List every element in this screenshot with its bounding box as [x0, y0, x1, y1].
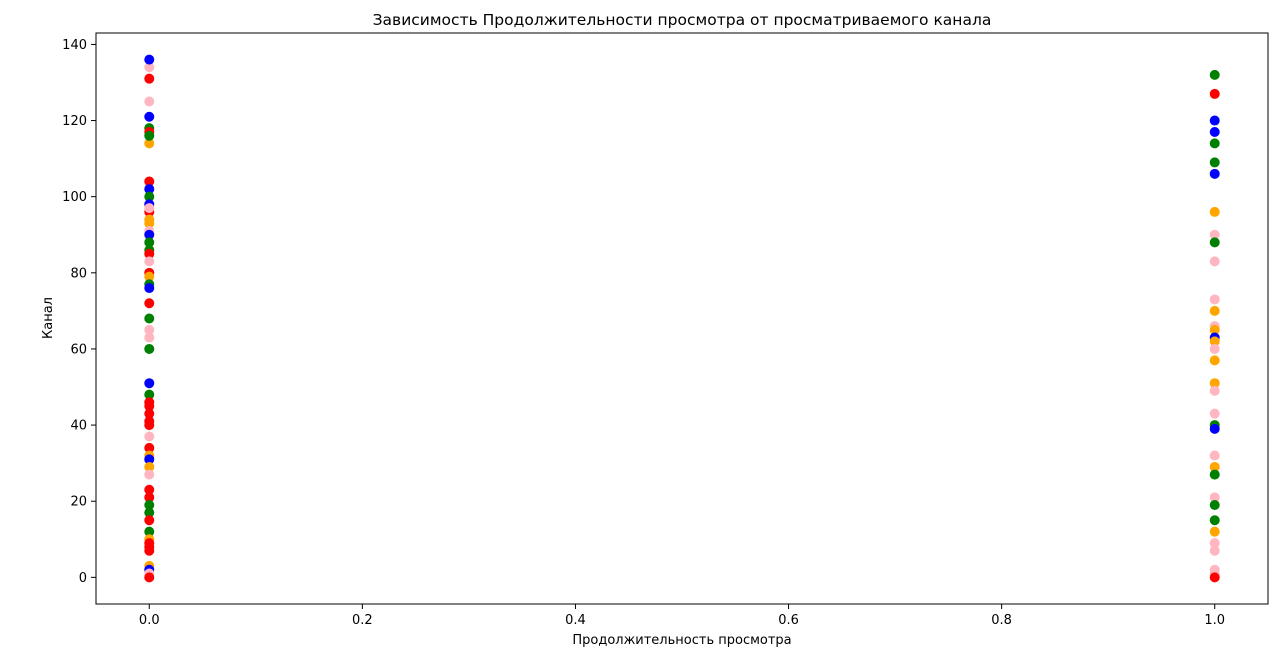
x-tick-label: 0.8	[991, 613, 1012, 628]
data-point	[144, 138, 155, 149]
data-point	[144, 248, 155, 259]
y-axis: 0 20 40 60 80 100 120 140	[62, 38, 96, 586]
data-point	[1209, 157, 1220, 168]
data-point	[1209, 237, 1220, 248]
data-point	[1209, 450, 1220, 461]
data-point	[1209, 168, 1220, 179]
data-point	[1209, 206, 1220, 217]
data-point	[1209, 572, 1220, 583]
data-point	[1209, 324, 1220, 335]
data-point	[144, 324, 155, 335]
data-point	[144, 313, 155, 324]
data-point	[144, 515, 155, 526]
data-point	[144, 492, 155, 503]
data-point	[144, 431, 155, 442]
data-point	[1209, 423, 1220, 434]
data-point	[144, 545, 155, 556]
data-point	[1209, 500, 1220, 511]
data-point	[1209, 469, 1220, 480]
x-axis: 0.0 0.2 0.4 0.6 0.8 1.0	[139, 604, 1225, 628]
data-point	[1209, 294, 1220, 305]
data-point	[144, 442, 155, 453]
data-point	[1209, 385, 1220, 396]
data-point	[1209, 545, 1220, 556]
data-point	[144, 454, 155, 465]
y-tick-label: 140	[62, 38, 87, 53]
data-point	[144, 389, 155, 400]
data-point	[144, 203, 155, 214]
data-point	[1209, 126, 1220, 137]
data-point	[144, 420, 155, 431]
data-point	[144, 526, 155, 537]
data-point	[1209, 515, 1220, 526]
data-point	[144, 62, 155, 73]
plot-frame	[95, 32, 1269, 605]
chart-title: Зависимость Продолжительности просмотра …	[373, 11, 992, 29]
data-point	[1209, 336, 1220, 347]
x-axis-label: Продолжительность просмотра	[572, 633, 791, 648]
data-point	[144, 484, 155, 495]
data-point	[144, 256, 155, 267]
data-point	[144, 461, 155, 472]
x-tick-label: 0.4	[565, 613, 586, 628]
y-tick-label: 40	[70, 419, 87, 434]
data-point	[144, 111, 155, 122]
data-point	[1209, 343, 1220, 354]
data-point	[144, 229, 155, 240]
y-tick-label: 100	[62, 190, 87, 205]
data-point	[1209, 229, 1220, 240]
data-point	[1209, 408, 1220, 419]
data-point	[144, 332, 155, 343]
data-point	[144, 130, 155, 141]
data-point	[144, 401, 155, 412]
data-point	[144, 176, 155, 187]
y-tick-label: 20	[70, 495, 87, 510]
data-point	[144, 343, 155, 354]
data-point	[144, 507, 155, 518]
data-point	[144, 73, 155, 84]
data-point	[144, 54, 155, 65]
data-point	[144, 283, 155, 294]
x-tick-label: 0.2	[352, 613, 373, 628]
data-point	[144, 191, 155, 202]
data-point	[144, 96, 155, 107]
data-point	[1209, 461, 1220, 472]
data-point	[144, 298, 155, 309]
x-tick-label: 0.0	[139, 613, 160, 628]
data-point	[1209, 69, 1220, 80]
data-point	[144, 237, 155, 248]
points-layer	[144, 54, 1220, 583]
data-point	[1209, 526, 1220, 537]
data-point	[1209, 355, 1220, 366]
data-point	[1209, 256, 1220, 267]
data-point	[1209, 88, 1220, 99]
data-point	[1209, 538, 1220, 549]
data-point	[144, 271, 155, 282]
data-point	[1209, 138, 1220, 149]
data-point	[144, 378, 155, 389]
data-point	[144, 500, 155, 511]
x-tick-label: 1.0	[1204, 613, 1225, 628]
x-tick-label: 0.6	[778, 613, 799, 628]
data-point	[1209, 378, 1220, 389]
y-tick-label: 120	[62, 114, 87, 129]
data-point	[144, 184, 155, 195]
y-tick-label: 60	[70, 342, 87, 357]
y-axis-label: Канал	[41, 297, 56, 339]
data-point	[144, 408, 155, 419]
data-point	[1209, 305, 1220, 316]
data-point	[1209, 115, 1220, 126]
data-point	[144, 572, 155, 583]
y-tick-label: 80	[70, 266, 87, 281]
data-point	[144, 469, 155, 480]
data-point	[1209, 492, 1220, 503]
data-point	[144, 218, 155, 229]
y-tick-label: 0	[79, 571, 87, 586]
